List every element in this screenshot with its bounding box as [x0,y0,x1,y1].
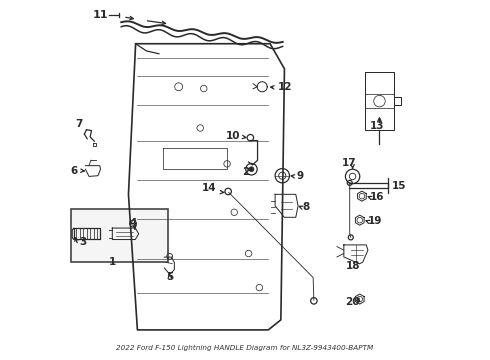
Bar [71,209,168,262]
Text: 18: 18 [345,261,360,271]
Text: 16: 16 [370,192,384,202]
Text: 3: 3 [79,237,87,247]
Text: 20: 20 [345,297,360,307]
Text: 14: 14 [202,183,216,193]
Text: 1: 1 [109,257,116,267]
Text: 11: 11 [93,10,108,20]
Text: 5: 5 [166,272,173,282]
Text: 6: 6 [70,166,77,176]
Text: 4: 4 [129,218,137,228]
Text: 8: 8 [302,202,310,212]
Text: 7: 7 [75,119,83,129]
Text: 15: 15 [392,181,406,192]
Circle shape [249,167,254,172]
Text: 17: 17 [342,158,356,168]
Text: 13: 13 [370,121,384,131]
Text: 2: 2 [242,167,249,177]
Text: 12: 12 [278,82,293,93]
Text: 9: 9 [297,171,304,181]
Text: 19: 19 [368,216,382,226]
Text: 2022 Ford F-150 Lightning HANDLE Diagram for NL3Z-9943400-BAPTM: 2022 Ford F-150 Lightning HANDLE Diagram… [116,345,373,351]
Text: 10: 10 [226,131,241,140]
